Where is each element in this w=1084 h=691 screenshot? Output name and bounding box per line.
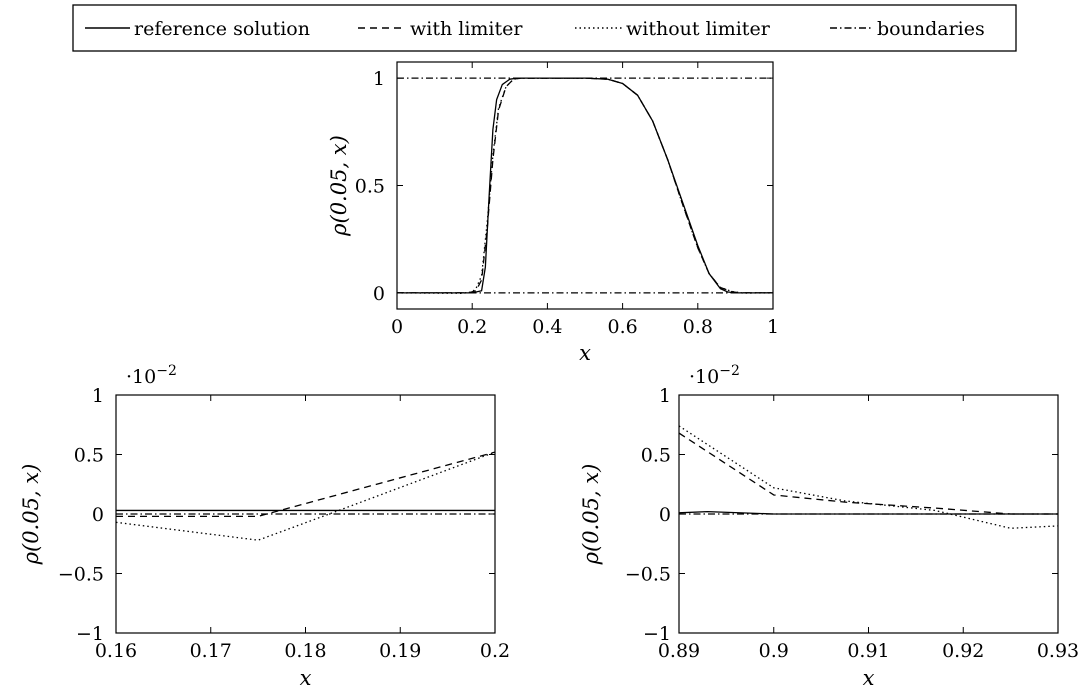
y-axis-label: ρ(0.05, x) [327, 135, 351, 237]
series-line-dotted [116, 451, 495, 541]
y-tick-label: 0 [92, 504, 104, 526]
legend-entry-without-limiter: without limiter [575, 18, 771, 40]
chart-zoom-left: 0.16 0.17 0.18 0.19 0.2 −1 −0.5 0 0.5 1 x ρ(0.05, x… [19, 363, 510, 690]
y-tick-label: −0.5 [58, 564, 104, 586]
x-tick-label: 0.89 [658, 640, 700, 662]
legend: reference solution with limiter without … [72, 4, 1017, 52]
x-axis-label: x [863, 666, 875, 690]
x-tick-label: 0.93 [1037, 640, 1079, 662]
x-axis-label: x [579, 341, 591, 365]
y-tick-label: 1 [92, 385, 104, 407]
x-tick-label: 0.91 [847, 640, 889, 662]
series-line-dashed [679, 432, 1058, 515]
y-tick-label: 0 [373, 283, 385, 305]
x-tick-label: 0.92 [942, 640, 984, 662]
y-tick-label: 0.5 [74, 445, 104, 467]
x-tick-label: 0.19 [379, 640, 421, 662]
y-scale-factor: ·10−2 [689, 363, 740, 388]
y-scale-exponent: −2 [719, 363, 740, 379]
y-tick-label: −1 [76, 623, 104, 645]
chart-main: 0 0.2 0.4 0.6 0.8 1 0 0.5 1 x ρ(0.05, x) [327, 61, 779, 365]
chart-zoom-right: 0.89 0.9 0.91 0.92 0.93 −1 −0.5 0 0.5 1 x ρ(0.05, x… [579, 363, 1079, 690]
x-axis-label: x [300, 666, 312, 690]
y-tick-label: −0.5 [625, 564, 671, 586]
y-tick-label: 0.5 [355, 176, 385, 198]
series-line-dotted [679, 425, 1058, 529]
x-tick-label: 0.6 [607, 316, 637, 338]
y-axis-label: ρ(0.05, x) [19, 464, 43, 566]
y-tick-label: 1 [659, 385, 671, 407]
legend-box [72, 4, 1017, 52]
series-line-solid [397, 77, 773, 294]
legend-label: boundaries [877, 18, 985, 40]
series-line-dotted [397, 77, 773, 294]
legend-label: with limiter [410, 18, 523, 40]
y-tick-label: 0.5 [641, 445, 671, 467]
legend-entry-boundaries: boundaries [830, 18, 985, 40]
x-tick-label: 0.18 [284, 640, 326, 662]
legend-entry-reference: reference solution [85, 18, 310, 40]
x-tick-label: 0.4 [532, 316, 562, 338]
series-line-dashed [397, 77, 773, 294]
x-tick-label: 0 [391, 316, 403, 338]
legend-entry-with-limiter: with limiter [358, 18, 523, 40]
y-tick-label: 0 [659, 504, 671, 526]
x-tick-label: 1 [767, 316, 779, 338]
y-scale-exponent: −2 [156, 363, 177, 379]
y-axis-label: ρ(0.05, x) [579, 464, 603, 566]
x-tick-label: 0.17 [190, 640, 232, 662]
y-scale-factor: ·10−2 [126, 363, 177, 388]
x-tick-label: 0.8 [683, 316, 713, 338]
series-line-dashed [116, 451, 495, 518]
legend-label: without limiter [626, 18, 771, 40]
plot-frame [396, 61, 774, 310]
legend-label: reference solution [134, 18, 310, 40]
x-tick-label: 0.16 [95, 640, 137, 662]
y-tick-label: 1 [373, 68, 385, 90]
x-tick-label: 0.2 [480, 640, 510, 662]
y-tick-label: −1 [643, 623, 671, 645]
x-tick-label: 0.2 [457, 316, 487, 338]
x-tick-label: 0.9 [759, 640, 789, 662]
